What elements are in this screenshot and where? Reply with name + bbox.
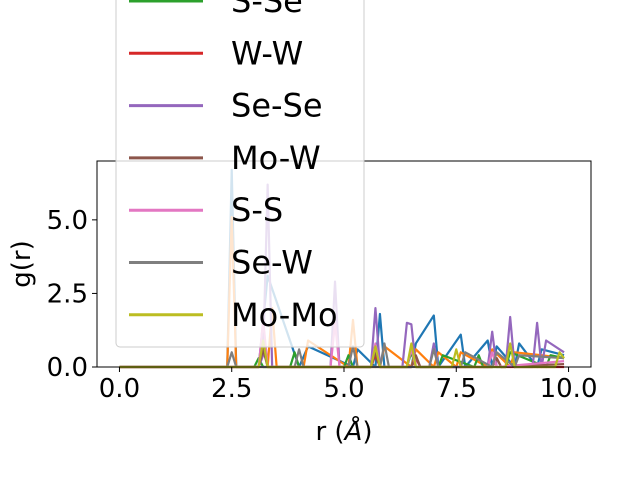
y-tick-label: 0.0 (47, 353, 88, 383)
legend-label-w-w: W-W (231, 34, 303, 72)
ticks: 0.0 2.5 5.0 7.5 10.0 0.0 2.5 5.0 (47, 206, 598, 404)
x-tick-label: 10.0 (540, 374, 598, 404)
legend-label-s-s: S-S (231, 191, 283, 229)
legend-label-mo-w: Mo-W (231, 139, 321, 177)
legend-label-se-se: Se-Se (231, 87, 323, 125)
y-tick-label: 2.5 (47, 279, 88, 309)
series-line-s-s (119, 318, 565, 369)
legend-label-se-w: Se-W (231, 244, 313, 282)
x-axis-label: r (Å) (315, 415, 372, 447)
legend-label-mo-mo: Mo-Mo (231, 296, 338, 334)
legend-label-s-se: S-Se (231, 0, 303, 20)
y-axis-label: g(r) (7, 240, 37, 287)
legend-box (115, 0, 365, 348)
x-tick-label: 7.5 (436, 374, 477, 404)
x-tick-label: 0.0 (99, 374, 140, 404)
x-tick-label: 5.0 (323, 374, 364, 404)
x-tick-label: 2.5 (211, 374, 252, 404)
legend: S-Se W-W Se-Se Mo-W S-S Se-W Mo-Mo (115, 0, 365, 348)
y-tick-label: 5.0 (47, 206, 88, 236)
